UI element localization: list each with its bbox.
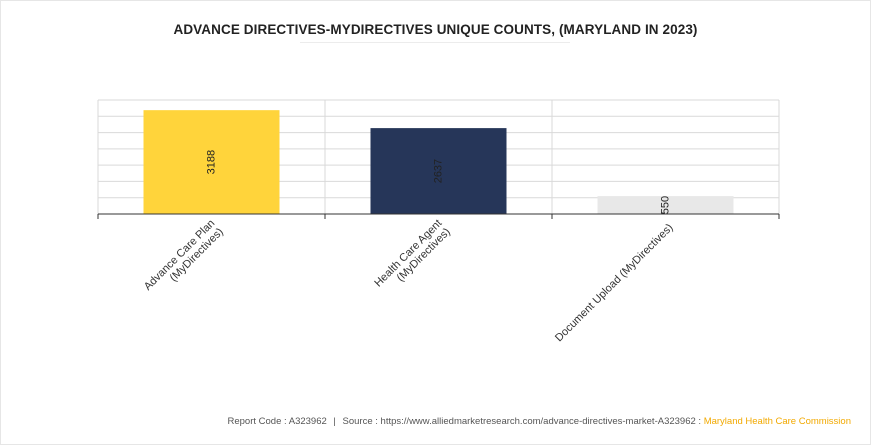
source-text: Source : https://www.alliedmarketresearc… [342, 416, 702, 427]
x-tick-label-line: Advance Care Plan [142, 217, 218, 293]
x-tick-label-line: Document Upload (MyDirectives) [553, 222, 676, 345]
x-tick-label: Health Care Agent(MyDirectives) [372, 217, 453, 298]
chart-title: ADVANCE DIRECTIVES-MYDIRECTIVES UNIQUE C… [173, 22, 698, 37]
bar-value-label: 3188 [205, 150, 217, 174]
x-tick-label: Advance Care Plan(MyDirectives) [142, 217, 226, 301]
bar-value-label: 2637 [432, 159, 444, 183]
bar [370, 128, 507, 214]
bar [143, 110, 280, 214]
footer-separator: | [333, 416, 336, 427]
report-code: Report Code : A323962 [227, 416, 327, 427]
bar [597, 196, 734, 214]
title-divider [300, 42, 570, 43]
x-tick-label: Document Upload (MyDirectives) [553, 222, 676, 345]
footer: Report Code : A323962 | Source : https:/… [227, 416, 851, 427]
source-organization: Maryland Health Care Commission [703, 416, 851, 427]
bar-value-label: 550 [659, 196, 671, 214]
